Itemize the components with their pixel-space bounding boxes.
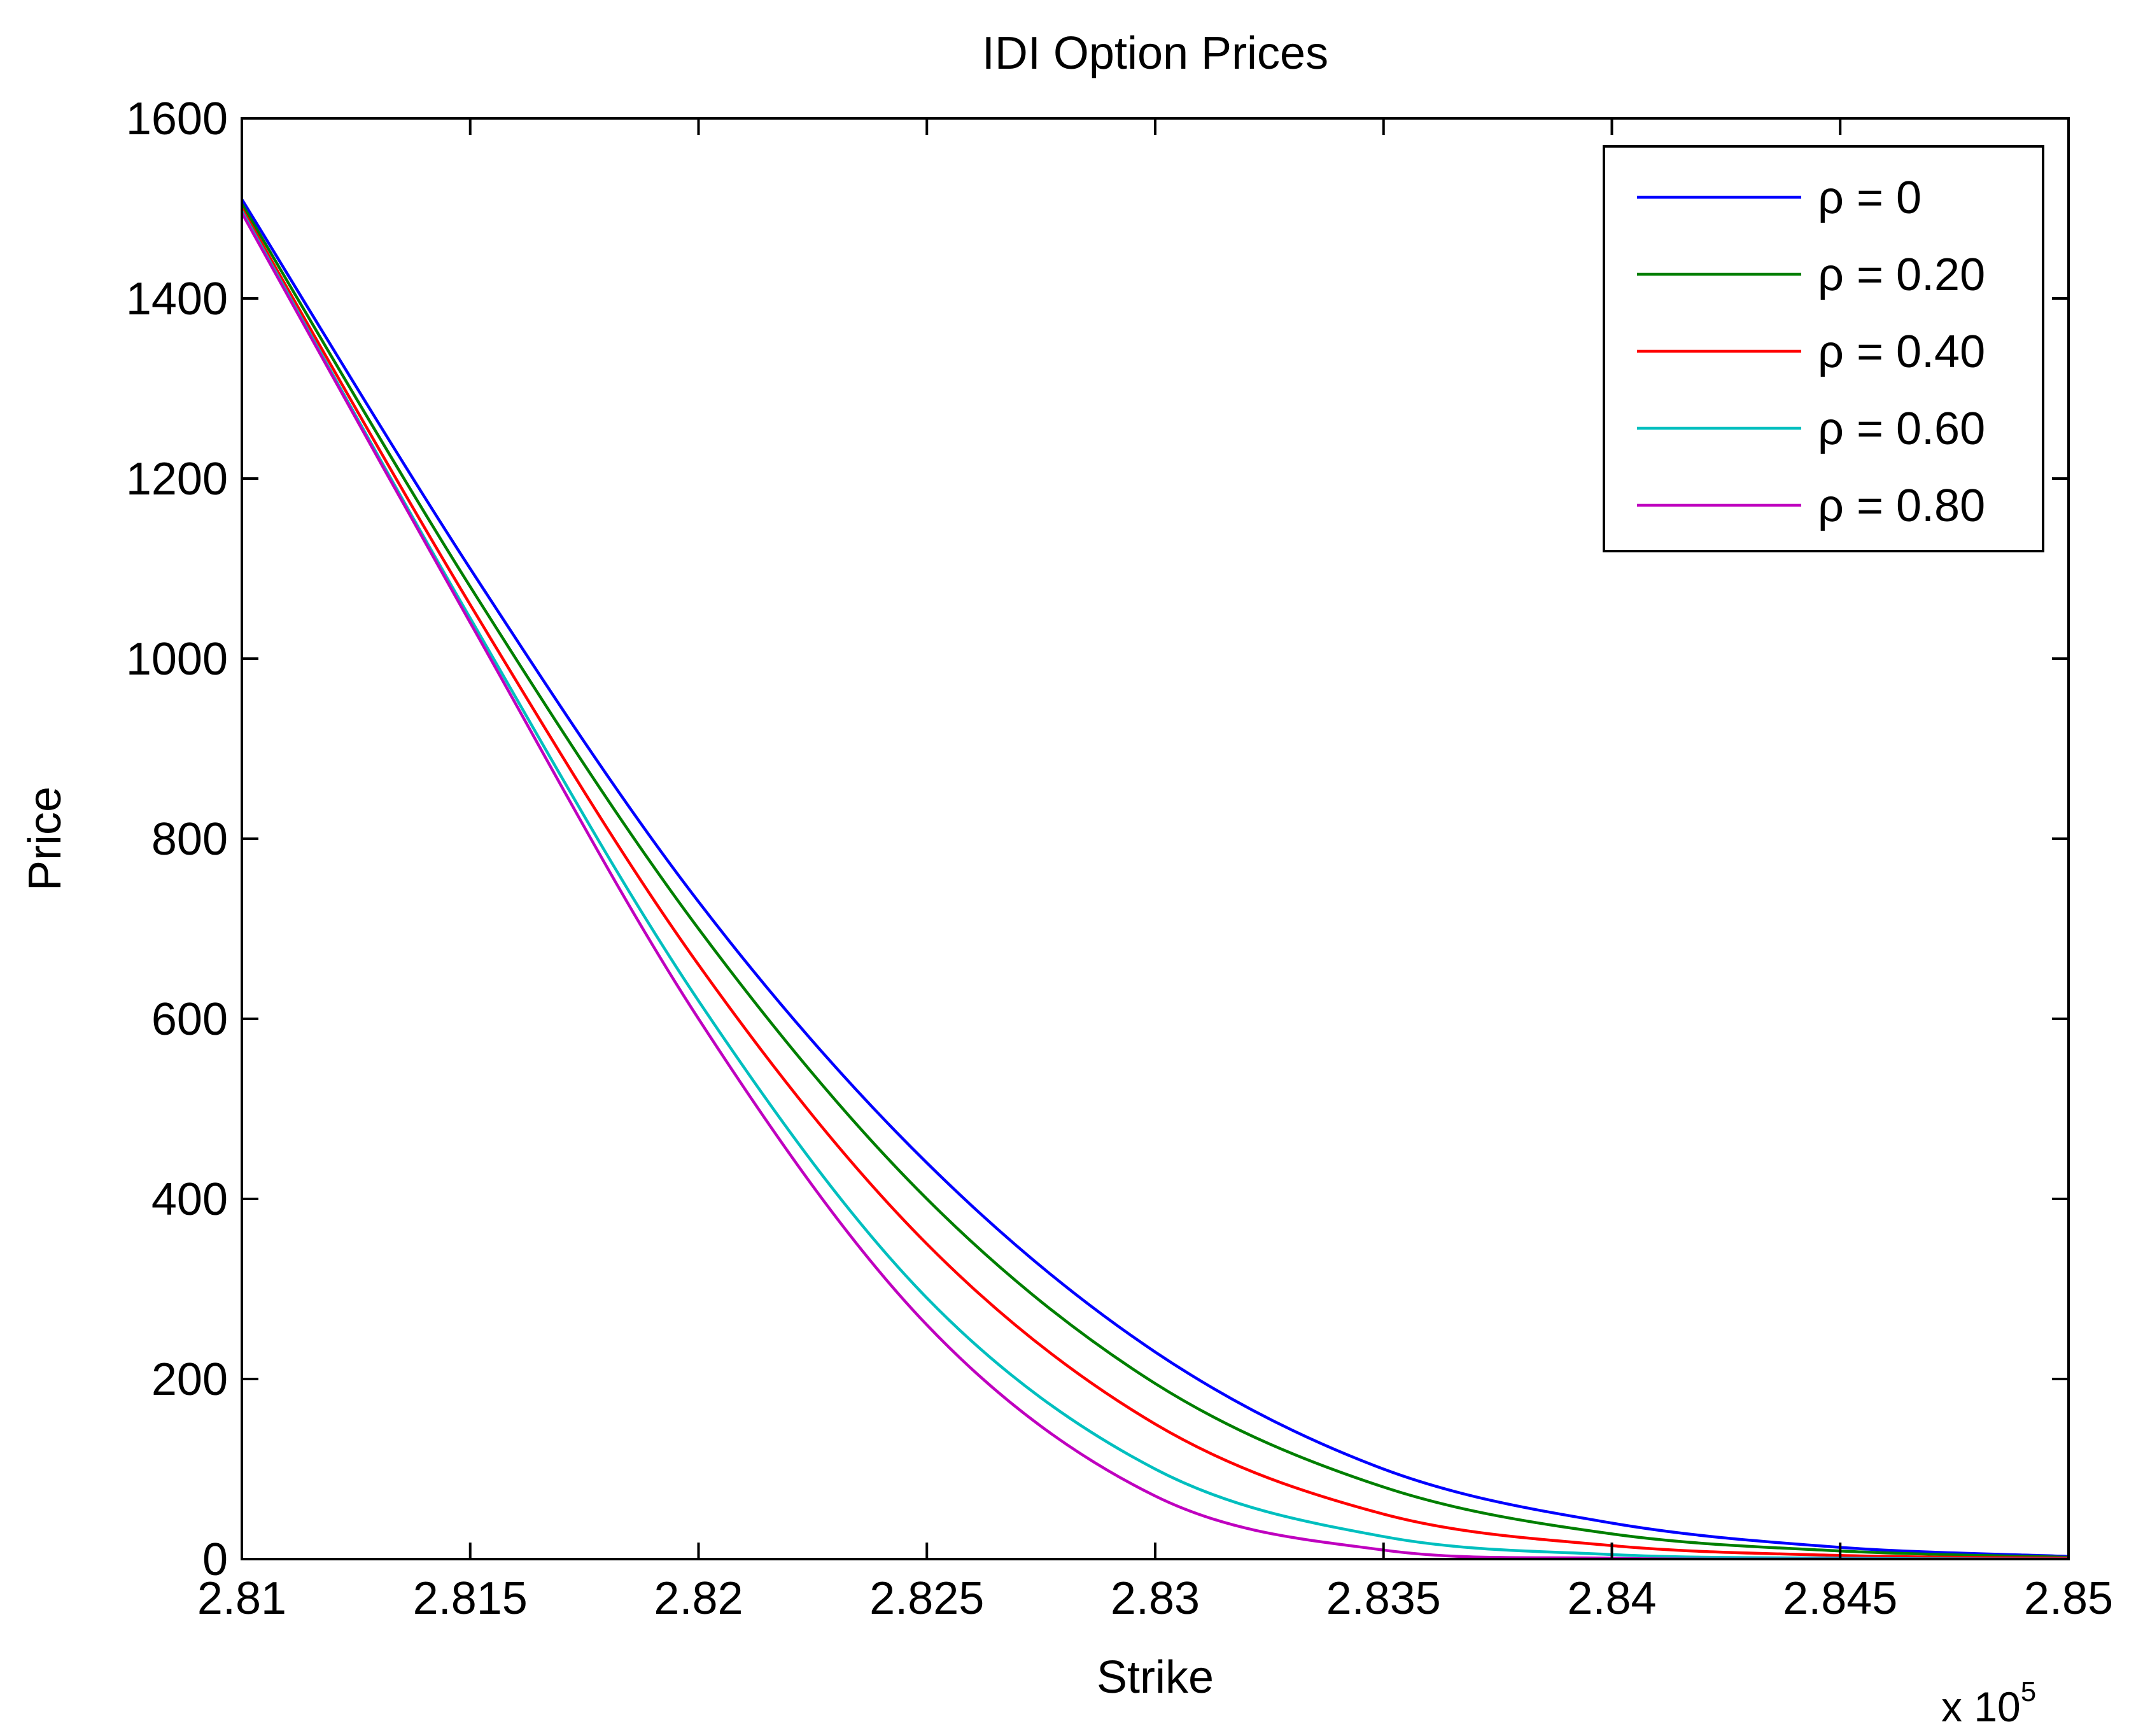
x-tick-label: 2.835 [1326, 1573, 1441, 1624]
x-tick-label: 2.825 [869, 1573, 984, 1624]
legend-label: ρ = 0.80 [1818, 480, 1985, 531]
x-tick-label: 2.81 [197, 1573, 286, 1624]
series-line-3 [242, 210, 2069, 1559]
x-multiplier-base: x 10 [1941, 1683, 2021, 1730]
x-tick-label: 2.815 [413, 1573, 528, 1624]
legend-label: ρ = 0.60 [1818, 403, 1985, 454]
y-tick-label: 1200 [126, 454, 228, 505]
x-tick-label: 2.845 [1783, 1573, 1897, 1624]
x-tick-label: 2.83 [1111, 1573, 1200, 1624]
x-multiplier-exponent: 5 [2021, 1676, 2036, 1707]
y-tick-label: 600 [151, 994, 228, 1045]
y-tick-label: 1600 [126, 94, 228, 144]
y-axis-label: Price [20, 787, 71, 891]
y-tick-label: 1000 [126, 634, 228, 685]
series-line-4 [242, 212, 2069, 1559]
series-line-0 [242, 199, 2069, 1558]
legend-label: ρ = 0.20 [1818, 249, 1985, 300]
x-tick-label: 2.84 [1567, 1573, 1656, 1624]
legend-label: ρ = 0 [1818, 172, 1922, 223]
series-lines [242, 199, 2069, 1559]
legend: ρ = 0 ρ = 0.20 ρ = 0.40 ρ = 0.60 ρ = 0.80 [1603, 145, 2044, 552]
series-line-2 [242, 207, 2069, 1559]
y-tick-label: 800 [151, 814, 228, 865]
y-tick-label: 200 [151, 1354, 228, 1405]
legend-box [1603, 145, 2044, 552]
chart-title: IDI Option Prices [982, 28, 1328, 79]
y-tick-label: 0 [202, 1534, 228, 1585]
x-axis-label: Strike [1097, 1652, 1214, 1703]
series-line-1 [242, 203, 2069, 1559]
y-tick-label: 400 [151, 1174, 228, 1225]
x-axis-multiplier: x 105 [1941, 1676, 2036, 1730]
y-tick-label: 1400 [126, 274, 228, 325]
x-tick-label: 2.85 [2024, 1573, 2113, 1624]
axis-ticks: 2.81 2.815 2.82 2.825 2.83 2.835 2.84 2.845 2.85… [126, 94, 2113, 1624]
x-tick-label: 2.82 [654, 1573, 743, 1624]
plot-frame [241, 117, 2070, 1560]
legend-label: ρ = 0.40 [1818, 326, 1985, 377]
